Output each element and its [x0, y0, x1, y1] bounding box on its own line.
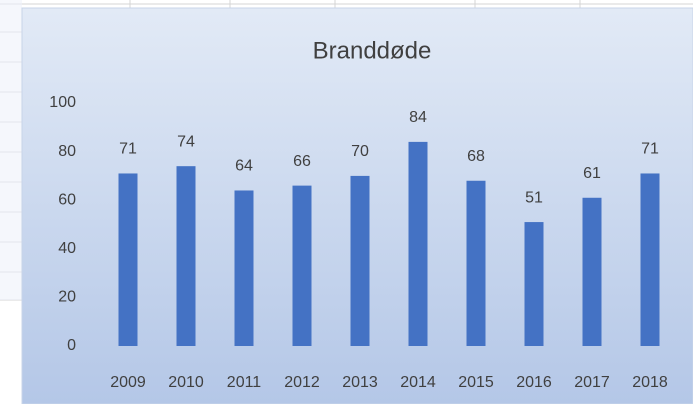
sheet-cells [0, 0, 22, 300]
y-tick-label: 100 [49, 94, 76, 111]
data-label: 68 [467, 148, 485, 165]
data-label: 61 [583, 165, 601, 182]
bar [118, 173, 138, 346]
data-label: 64 [235, 158, 253, 175]
x-tick-label: 2014 [400, 374, 436, 391]
bar [408, 141, 428, 346]
data-label: 71 [119, 141, 137, 158]
x-tick-label: 2009 [110, 374, 146, 391]
bar [350, 175, 370, 346]
bar [234, 190, 254, 346]
y-tick-label: 20 [58, 289, 76, 306]
bar [640, 173, 660, 346]
y-tick-label: 60 [58, 191, 76, 208]
x-tick-label: 2011 [227, 374, 262, 391]
data-label: 84 [409, 109, 427, 126]
bar [176, 166, 196, 346]
x-tick-label: 2017 [574, 374, 610, 391]
x-tick-label: 2016 [516, 374, 552, 391]
data-label: 66 [293, 153, 311, 170]
bar [466, 180, 486, 346]
y-tick-label: 80 [58, 143, 76, 160]
bar [292, 185, 312, 346]
data-label: 71 [641, 141, 659, 158]
y-tick-label: 40 [58, 240, 76, 257]
bar [524, 222, 544, 346]
x-tick-label: 2012 [284, 374, 320, 391]
bar [582, 197, 602, 346]
chart-title: Branddøde [313, 37, 432, 64]
data-label: 51 [525, 189, 543, 206]
y-tick-label: 0 [67, 337, 76, 354]
x-tick-label: 2015 [458, 374, 494, 391]
data-label: 74 [177, 133, 195, 150]
x-tick-label: 2013 [342, 374, 378, 391]
data-label: 70 [351, 143, 369, 160]
x-tick-label: 2018 [632, 374, 668, 391]
x-tick-label: 2010 [168, 374, 204, 391]
